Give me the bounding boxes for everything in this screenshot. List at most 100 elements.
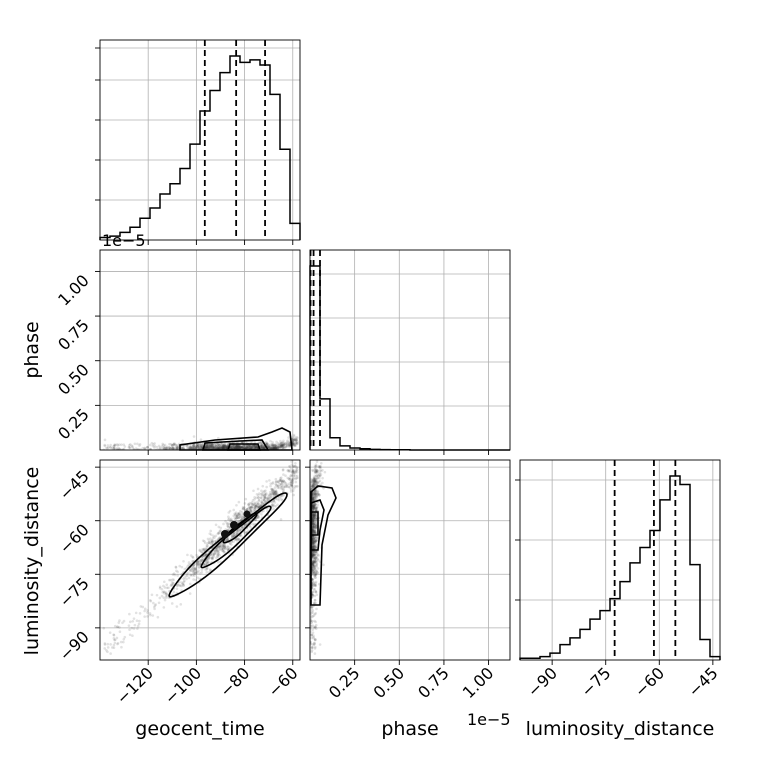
sample-point — [246, 507, 250, 510]
sample-point — [311, 577, 315, 581]
sample-point — [314, 612, 318, 615]
sample-point — [226, 545, 229, 548]
sample-point — [220, 446, 224, 450]
sample-point — [269, 492, 273, 496]
sample-point — [276, 503, 279, 507]
sample-point — [170, 580, 174, 584]
sample-point — [193, 444, 197, 447]
sample-point — [241, 445, 245, 449]
sample-point — [312, 493, 316, 497]
sample-point — [193, 568, 196, 572]
sample-point — [205, 443, 209, 447]
sample-point — [237, 444, 240, 448]
sample-point — [261, 501, 264, 505]
y-tick-label: 0.75 — [54, 315, 93, 354]
sample-point — [312, 525, 316, 529]
sample-point — [284, 474, 287, 478]
sample-point — [160, 444, 164, 448]
sample-point — [130, 444, 134, 447]
sample-point — [255, 445, 258, 448]
sample-point — [113, 447, 117, 450]
sample-point — [313, 619, 316, 623]
sample-point — [291, 489, 295, 493]
sample-point — [313, 545, 317, 549]
sample-point — [261, 493, 264, 497]
sample-point — [205, 446, 209, 450]
sample-point — [262, 494, 266, 498]
sample-point — [274, 444, 277, 448]
sample-point — [311, 498, 315, 501]
sample-point — [312, 506, 316, 510]
sample-point — [313, 573, 317, 577]
sample-point — [258, 441, 261, 445]
sample-point — [205, 552, 208, 556]
sample-point — [243, 446, 247, 450]
sample-point — [251, 499, 255, 502]
sample-point — [197, 444, 201, 448]
sample-point — [240, 516, 244, 519]
sample-point — [256, 506, 260, 509]
sample-point — [238, 446, 241, 449]
sample-point — [192, 446, 195, 450]
sample-point — [208, 568, 212, 571]
sample-point — [236, 447, 240, 450]
sample-point — [312, 565, 316, 568]
sample-point — [292, 468, 295, 472]
sample-point — [313, 602, 316, 605]
sample-point — [231, 446, 235, 450]
sample-point — [271, 505, 274, 508]
sample-point — [138, 612, 142, 615]
sample-point — [262, 499, 266, 502]
sample-point — [189, 445, 193, 449]
sample-point — [191, 559, 194, 563]
sample-point — [311, 615, 315, 618]
sample-point — [313, 478, 317, 481]
sample-point — [314, 516, 318, 520]
sample-point — [311, 483, 315, 487]
sample-point — [235, 444, 239, 448]
sample-point — [191, 444, 195, 448]
sample-point — [174, 444, 178, 447]
sample-point — [288, 464, 291, 468]
sample-point — [222, 447, 226, 450]
sample-point — [128, 443, 132, 446]
sample-point — [290, 473, 293, 477]
sample-point — [274, 505, 278, 508]
sample-point — [223, 444, 227, 447]
sample-point — [240, 525, 244, 529]
sample-point — [315, 543, 318, 546]
sample-point — [312, 483, 315, 486]
sample-point — [315, 607, 318, 611]
sample-point — [313, 626, 317, 629]
sample-point — [239, 445, 243, 448]
sample-point — [314, 545, 318, 549]
sample-point — [295, 466, 298, 470]
sample-point — [180, 446, 184, 450]
sample-point — [188, 446, 192, 449]
sample-point — [313, 479, 317, 483]
sample-point — [254, 446, 258, 450]
sample-point — [313, 568, 316, 571]
sample-point — [313, 525, 316, 529]
sample-point — [286, 469, 289, 472]
sample-point — [312, 545, 315, 549]
sample-point — [247, 502, 250, 506]
sample-point — [157, 444, 161, 448]
sample-point — [310, 479, 314, 482]
sample-point — [276, 445, 280, 449]
sample-point — [172, 447, 175, 450]
sample-point — [218, 446, 222, 450]
sample-point — [112, 446, 116, 450]
sample-point — [116, 444, 120, 447]
sample-point — [162, 446, 165, 449]
sample-point — [312, 560, 315, 564]
sample-point — [314, 514, 317, 518]
sample-point — [314, 546, 317, 549]
sample-point — [275, 480, 278, 484]
sample-point — [243, 446, 246, 449]
sample-point — [285, 444, 289, 448]
sample-point — [315, 471, 319, 474]
sample-point — [106, 646, 110, 649]
sample-point — [210, 445, 213, 449]
sample-point — [103, 647, 107, 650]
